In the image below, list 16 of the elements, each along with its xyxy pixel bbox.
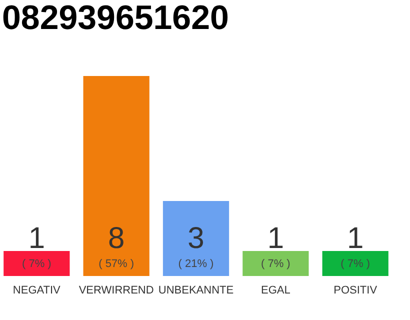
annotation: ( 57% ) <box>98 258 134 270</box>
x-tick-label: NEGATIV <box>12 284 62 296</box>
chart-title: 082939651620 <box>2 0 229 37</box>
annotation: ( 21% ) <box>178 258 214 270</box>
x-tick-label: UNBEKANNTE <box>158 284 234 296</box>
x-tick-label: EGAL <box>260 284 290 296</box>
annotation: ( 7% ) <box>261 258 290 270</box>
x-tick-label: VERWIRREND <box>78 284 154 296</box>
annotation: ( 7% ) <box>22 258 52 270</box>
data-label: 3 <box>188 222 204 255</box>
data-label: 8 <box>108 222 125 255</box>
annotation: ( 7% ) <box>340 258 370 270</box>
data-label: 1 <box>267 222 284 255</box>
data-label: 1 <box>347 222 364 255</box>
data-label: 1 <box>28 222 45 255</box>
x-tick-label: POSITIV <box>334 284 378 296</box>
